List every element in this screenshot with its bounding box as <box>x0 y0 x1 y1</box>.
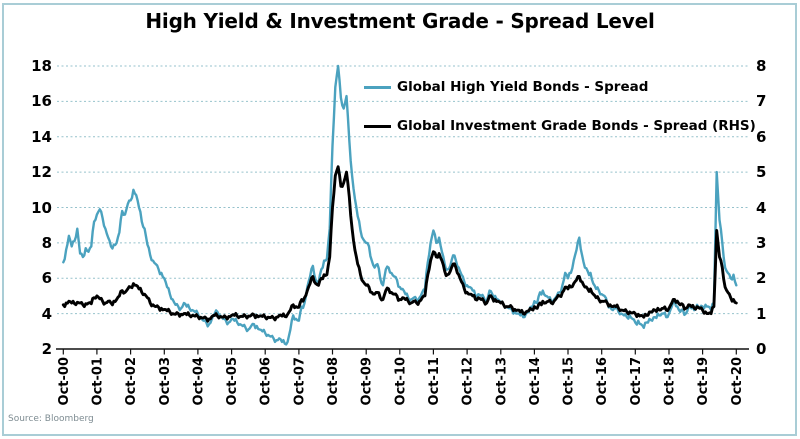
x-axis-label: Oct-10 <box>393 357 408 405</box>
x-axis-label: Oct-07 <box>292 357 307 405</box>
right-axis-tick-label: 2 <box>756 269 767 288</box>
x-axis-label: Oct-06 <box>259 357 274 405</box>
legend-label-investment-grade: Global Investment Grade Bonds - Spread (… <box>397 118 756 134</box>
left-axis-tick-label: 10 <box>31 198 52 217</box>
investment-grade-line-swatch <box>364 124 391 128</box>
right-axis-tick-label: 8 <box>756 57 767 75</box>
x-axis-label: Oct-02 <box>124 357 139 405</box>
left-axis-tick-label: 6 <box>41 269 52 288</box>
x-axis-label: Oct-05 <box>225 357 240 405</box>
x-axis-label: Oct-18 <box>663 357 678 405</box>
left-axis-tick-label: 14 <box>31 127 52 146</box>
x-axis-label: Oct-00 <box>57 357 72 405</box>
left-axis-tick-label: 4 <box>41 304 52 323</box>
x-axis-label: Oct-03 <box>158 357 173 405</box>
x-axis-label: Oct-14 <box>528 357 543 405</box>
x-axis-label: Oct-11 <box>427 357 442 405</box>
left-axis-tick-label: 18 <box>31 57 52 75</box>
right-axis-tick-label: 7 <box>756 92 767 111</box>
right-axis-tick-label: 1 <box>756 304 767 323</box>
x-axis-label: Oct-01 <box>90 357 105 405</box>
right-axis-tick-label: 4 <box>756 198 767 217</box>
right-axis-tick-label: 3 <box>756 233 767 252</box>
legend-label-high-yield: Global High Yield Bonds - Spread <box>397 79 649 95</box>
x-axis-label: Oct-20 <box>730 357 745 405</box>
x-axis-label: Oct-16 <box>595 357 610 405</box>
right-axis-tick-label: 6 <box>756 127 767 146</box>
high-yield-line <box>62 64 738 346</box>
x-axis-label: Oct-09 <box>360 357 375 405</box>
x-axis-label: Oct-15 <box>562 357 577 405</box>
investment-grade-line <box>61 165 738 323</box>
card-border <box>2 3 797 436</box>
x-axis-label: Oct-04 <box>191 357 206 405</box>
legend-item-high-yield: Global High Yield Bonds - Spread <box>364 79 756 95</box>
legend-item-investment-grade: Global Investment Grade Bonds - Spread (… <box>364 118 756 134</box>
left-axis-tick-label: 8 <box>41 233 52 252</box>
source-note: Source: Bloomberg <box>8 414 94 424</box>
x-axis-label: Oct-19 <box>696 357 711 405</box>
legend: Global High Yield Bonds - Spread Global … <box>364 79 756 134</box>
chart-title: High Yield & Investment Grade - Spread L… <box>145 9 655 33</box>
left-axis-tick-label: 12 <box>31 163 52 182</box>
x-axis-label: Oct-17 <box>629 357 644 405</box>
left-axis-tick-label: 2 <box>41 340 52 358</box>
left-axis-tick-label: 16 <box>31 92 52 111</box>
high-yield-line-swatch <box>364 85 391 89</box>
x-axis-label: Oct-08 <box>326 357 341 405</box>
x-axis-label: Oct-13 <box>494 357 509 405</box>
right-axis-tick-label: 5 <box>756 163 767 182</box>
right-axis-tick-label: 0 <box>756 340 767 358</box>
x-axis-label: Oct-12 <box>461 357 476 405</box>
